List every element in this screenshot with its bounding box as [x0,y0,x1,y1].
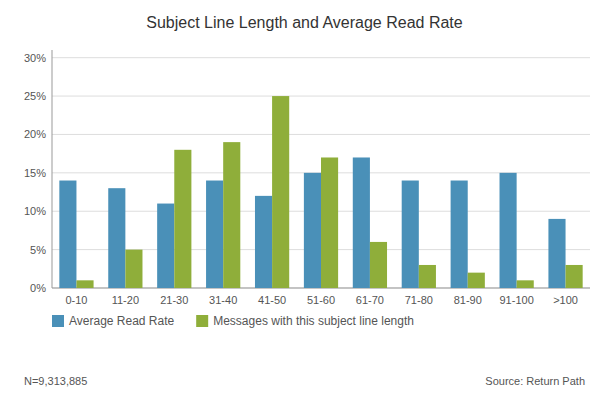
x-tick-label: 61-70 [356,294,384,306]
y-tick-label: 25% [24,90,46,102]
footnote: Source: Return Path [485,375,585,387]
bar [223,142,240,288]
bar [517,280,534,288]
x-tick-label: 21-30 [160,294,188,306]
bar [402,181,419,288]
chart: Subject Line Length and Average Read Rat… [0,0,609,403]
x-tick-label: 51-60 [307,294,335,306]
y-tick-label: 5% [30,244,46,256]
x-tick-label: 41-50 [258,294,286,306]
grid-line [52,96,590,97]
legend-swatch [196,315,208,327]
bar [353,157,370,288]
x-tick-label: 31-40 [209,294,237,306]
bar [157,204,174,288]
x-tick-label: 71-80 [405,294,433,306]
x-tick-label: 11-20 [112,294,139,306]
bar [419,265,436,288]
bars [59,96,582,288]
y-axis-line [52,50,53,288]
bar [548,219,565,288]
bar [76,280,93,288]
footnote: N=9,313,885 [24,375,87,387]
bar [566,265,583,288]
legend-swatch [52,315,64,327]
y-tick-label: 10% [24,205,46,217]
y-tick-label: 0% [30,282,46,294]
bar [321,157,338,288]
bar [125,250,142,288]
x-tick-label: 81-90 [454,294,482,306]
legend-label: Average Read Rate [69,314,175,328]
y-tick-label: 20% [24,128,46,140]
bar [59,181,76,288]
grid-line [52,57,590,58]
grid-line [52,134,590,135]
bar [500,173,517,288]
bar [255,196,272,288]
x-tick-label: >100 [553,294,578,306]
bar [108,188,125,288]
legend-label: Messages with this subject line length [213,314,414,328]
x-tick-label: 0-10 [65,294,87,306]
bar [468,273,485,288]
bar [451,181,468,288]
bar [272,96,289,288]
bar [370,242,387,288]
title: Subject Line Length and Average Read Rat… [146,14,462,31]
bar [206,181,223,288]
x-tick-label: 91-100 [500,294,534,306]
y-tick-label: 30% [24,52,46,64]
bar [304,173,321,288]
y-tick-label: 15% [24,167,46,179]
bar [174,150,191,288]
